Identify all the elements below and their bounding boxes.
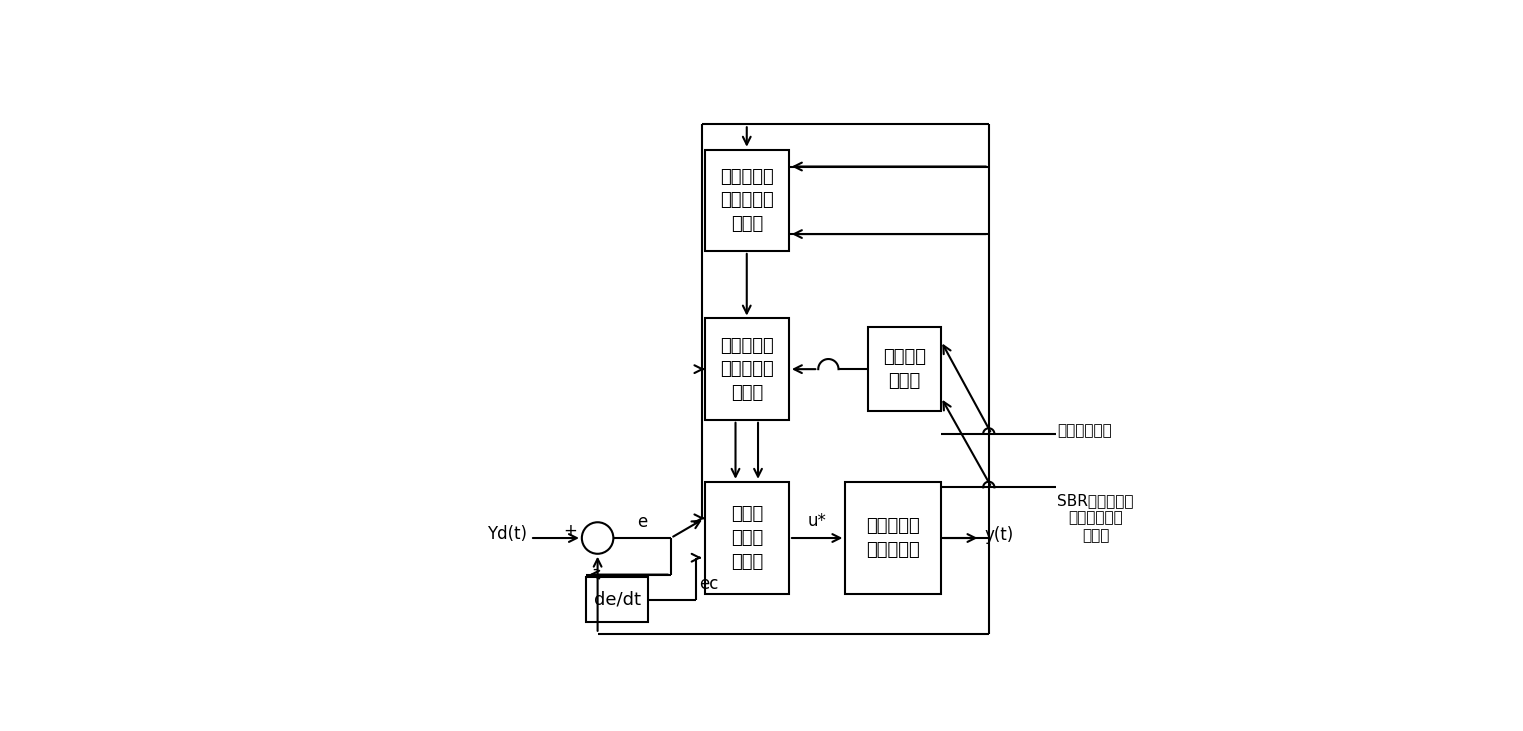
Text: u*: u* bbox=[807, 512, 827, 529]
Text: e: e bbox=[637, 513, 647, 531]
Bar bbox=[705, 482, 789, 594]
Bar bbox=[845, 482, 941, 594]
Bar bbox=[705, 150, 789, 251]
Text: de/dt: de/dt bbox=[594, 591, 641, 609]
Text: 离线训练多
工况模糊神
经网络: 离线训练多 工况模糊神 经网络 bbox=[720, 167, 774, 233]
Text: SBR系统指标相
关变量运行数
据信息: SBR系统指标相 关变量运行数 据信息 bbox=[1057, 493, 1135, 543]
Text: 专家经验
知识库: 专家经验 知识库 bbox=[883, 349, 926, 390]
Text: 实时时钟信号: 实时时钟信号 bbox=[1057, 423, 1112, 439]
Text: +: + bbox=[564, 522, 577, 540]
Text: ec: ec bbox=[699, 575, 719, 593]
Bar bbox=[586, 577, 649, 623]
Text: -: - bbox=[592, 559, 599, 577]
Text: Yd(t): Yd(t) bbox=[487, 525, 527, 542]
Text: 动设备执行
机构控制器: 动设备执行 机构控制器 bbox=[867, 518, 920, 558]
Text: y(t): y(t) bbox=[985, 526, 1014, 544]
Bar bbox=[868, 327, 941, 412]
Text: 选择匹配工
况的模糊神
经网络: 选择匹配工 况的模糊神 经网络 bbox=[720, 336, 774, 402]
Bar bbox=[705, 319, 789, 420]
Text: 模糊神
经网络
控制器: 模糊神 经网络 控制器 bbox=[731, 505, 763, 571]
